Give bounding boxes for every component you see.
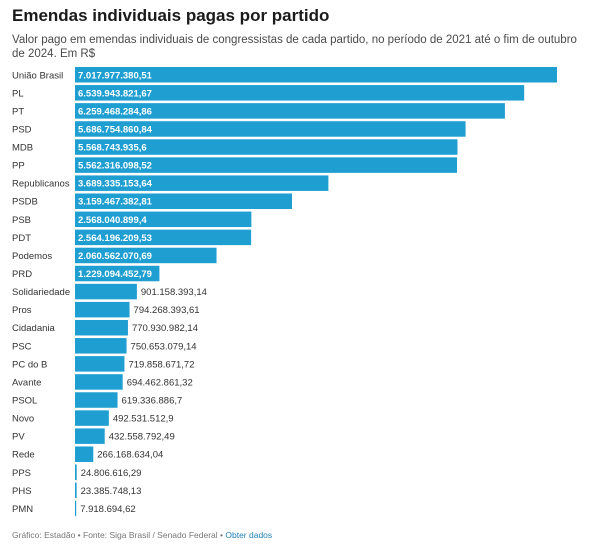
value-label: 23.385.748,13: [81, 486, 142, 497]
value-label: 2.568.040.899,4: [78, 215, 147, 226]
category-label: PC do B: [12, 359, 47, 370]
category-label: PSD: [12, 124, 32, 135]
value-label: 719.858.671,72: [128, 359, 194, 370]
category-label: PDT: [12, 233, 31, 244]
bar: [75, 338, 127, 354]
value-label: 492.531.512,9: [113, 414, 174, 425]
bar: [75, 103, 505, 119]
bar: [75, 410, 109, 426]
value-label: 7.017.977.380,51: [78, 70, 153, 81]
category-label: PMN: [12, 504, 33, 515]
category-label: Podemos: [12, 251, 52, 262]
value-label: 2.564.196.209,53: [78, 233, 152, 244]
category-label: Novo: [12, 414, 34, 425]
category-label: Solidariedade: [12, 287, 70, 298]
category-label: PSDB: [12, 197, 38, 208]
bar: [75, 392, 118, 408]
category-label: Pros: [12, 305, 32, 316]
bar: [75, 301, 130, 318]
bar: [75, 283, 137, 300]
bar: [75, 121, 466, 137]
value-label: 619.336.886,7: [122, 396, 183, 407]
value-label: 6.539.943.821,67: [78, 88, 152, 99]
chart-footer: Gráfico: Estadão • Fonte: Siga Brasil / …: [12, 530, 272, 540]
bar: [75, 446, 94, 462]
value-label: 794.268.393,61: [134, 305, 200, 316]
category-label: PL: [12, 88, 24, 99]
value-label: 5.686.754.860,84: [78, 124, 153, 135]
value-label: 7.918.694,62: [80, 504, 135, 515]
bar: [75, 428, 105, 444]
value-label: 770.930.982,14: [132, 323, 198, 334]
category-label: PSOL: [12, 396, 37, 407]
category-label: Republicanos: [12, 179, 70, 190]
get-data-link[interactable]: Obter dados: [225, 530, 273, 540]
category-label: Rede: [12, 450, 35, 461]
value-label: 6.259.468.284,86: [78, 106, 152, 117]
category-label: Avante: [12, 377, 41, 388]
bar: [75, 229, 252, 246]
bar: [75, 482, 77, 499]
bar: [75, 211, 252, 228]
category-label: PSB: [12, 215, 31, 226]
bar: [75, 157, 458, 173]
value-label: 750.653.079,14: [131, 341, 197, 352]
value-label: 1.229.094.452,79: [78, 269, 152, 280]
category-label: PPS: [12, 468, 31, 479]
bar: [75, 464, 77, 481]
value-label: 2.060.562.070,69: [78, 251, 152, 262]
category-label: PV: [12, 432, 25, 443]
bar: [75, 67, 557, 83]
category-label: PRD: [12, 269, 32, 280]
bar: [75, 139, 458, 155]
chart-subtitle: Valor pago em emendas individuais de con…: [12, 34, 577, 60]
value-label: 24.806.616,29: [81, 468, 142, 479]
bar: [75, 193, 292, 209]
bar: [75, 500, 77, 517]
value-label: 3.159.467.382,81: [78, 197, 153, 208]
value-label: 432.558.792,49: [109, 432, 175, 443]
value-label: 5.568.743.935,6: [78, 143, 147, 154]
bar: [75, 85, 525, 101]
bar: [75, 374, 123, 390]
value-label: 5.562.316.098,52: [78, 161, 152, 172]
bar: [75, 265, 160, 282]
bar: [75, 356, 125, 372]
category-label: Cidadania: [12, 323, 55, 334]
category-label: PP: [12, 161, 25, 172]
category-label: MDB: [12, 143, 33, 154]
category-label: PSC: [12, 341, 32, 352]
value-label: 901.158.393,14: [141, 287, 207, 298]
bar-chart: União Brasil 7.017.977.380,51 PL 6.539.943.…: [12, 67, 557, 517]
category-label: União Brasil: [12, 70, 63, 81]
value-label: 3.689.335.153,64: [78, 179, 153, 190]
chart-title: Emendas individuais pagas por partido: [12, 6, 330, 25]
bar: [75, 319, 128, 336]
value-label: 266.168.634,04: [97, 450, 163, 461]
category-label: PHS: [12, 486, 32, 497]
category-label: PT: [12, 106, 24, 117]
bar: [75, 175, 329, 191]
source-note: Gráfico: Estadão • Fonte: Siga Brasil / …: [12, 530, 226, 540]
bar: [75, 247, 217, 264]
value-label: 694.462.861,32: [127, 377, 193, 388]
